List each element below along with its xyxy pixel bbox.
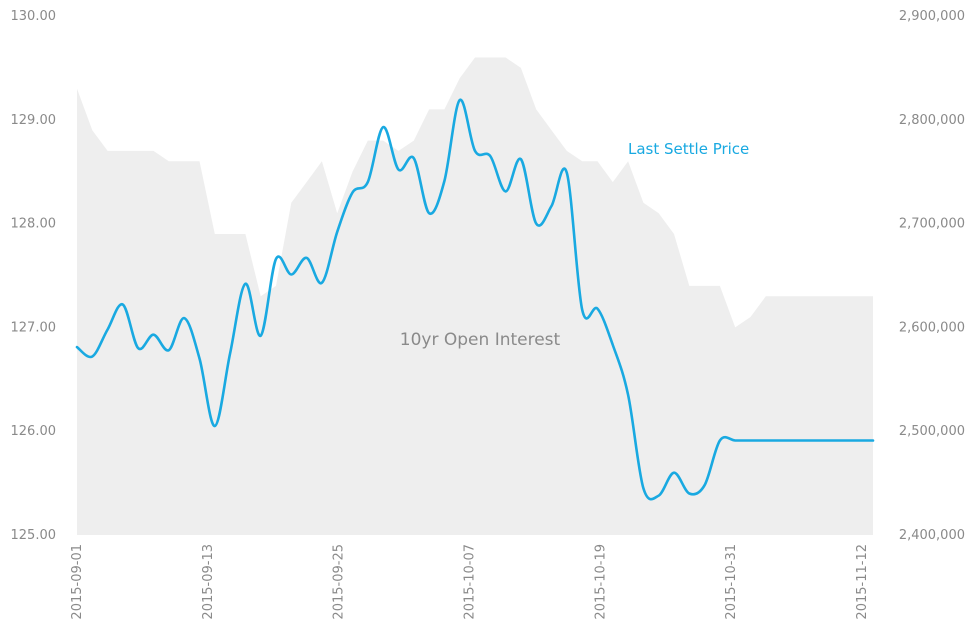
x-axis: 2015-09-01 2015-09-13 2015-09-25 2015-10-07… [70,544,870,620]
right-y-tick-label: 2,800,000 [899,113,965,128]
right-y-tick-label: 2,900,000 [899,9,965,24]
x-tick-label: 2015-09-13 [201,544,216,620]
x-tick-label: 2015-11-12 [855,544,870,620]
settle-price-line [75,98,875,501]
left-y-tick-label: 130.00 [11,9,57,24]
open-interest-area [77,57,873,535]
right-y-axis: 2,400,000 2,500,000 2,600,000 2,700,000 2,80… [899,9,965,543]
annotations: 10yr Open Interest Last Settle Price [400,140,750,350]
x-tick-label: 2015-09-25 [332,544,347,620]
left-y-axis: 125.00 126.00 127.00 128.00 129.00 130.00 [11,9,57,543]
left-y-tick-label: 127.00 [11,320,57,335]
right-y-tick-label: 2,600,000 [899,320,965,335]
x-tick-label: 2015-10-19 [593,544,608,620]
right-y-tick-label: 2,500,000 [899,424,965,439]
left-y-tick-label: 125.00 [11,528,57,543]
settle-price-line-layer [75,98,875,501]
settle-price-annotation: Last Settle Price [628,140,749,158]
left-y-tick-label: 129.00 [11,113,57,128]
left-y-tick-label: 128.00 [11,217,57,232]
open-interest-area-layer [77,57,873,535]
right-y-tick-label: 2,700,000 [899,217,965,232]
x-tick-label: 2015-10-07 [463,544,478,620]
left-y-tick-label: 126.00 [11,424,57,439]
x-tick-label: 2015-09-01 [70,544,85,620]
open-interest-annotation: 10yr Open Interest [400,330,561,350]
right-y-tick-label: 2,400,000 [899,528,965,543]
x-tick-label: 2015-10-31 [724,544,739,620]
